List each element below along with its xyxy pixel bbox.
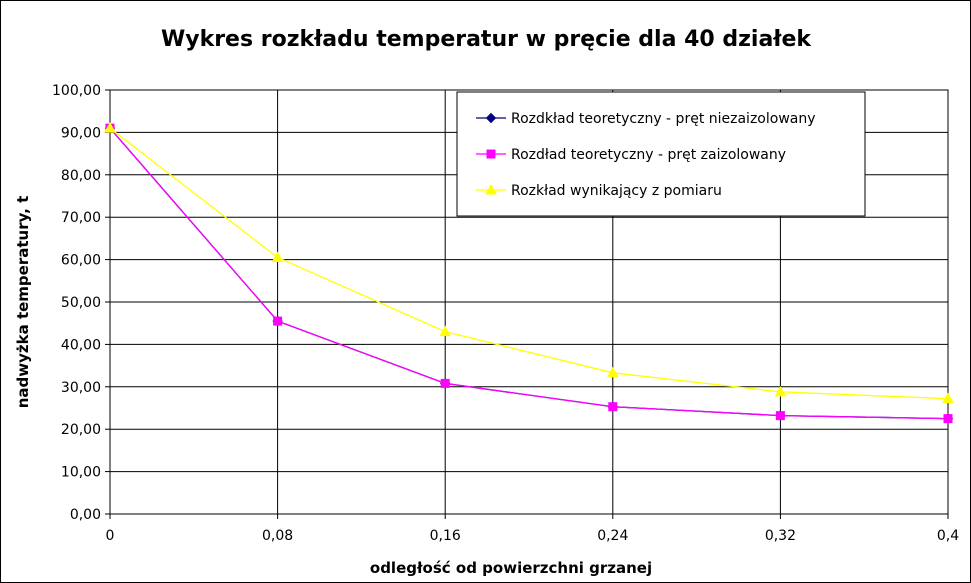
series-2-point <box>943 414 953 424</box>
x-axis-label: odległość od powierzchni grzanej <box>370 559 652 577</box>
x-tick-label: 0,16 <box>430 528 461 544</box>
legend-label-3: Rozkład wynikający z pomiaru <box>511 183 722 199</box>
chart-title: Wykres rozkładu temperatur w pręcie dla … <box>161 27 812 52</box>
series-3-point <box>942 392 954 404</box>
legend-marker-1 <box>485 112 497 124</box>
series-2-point <box>608 402 618 412</box>
series-2-point <box>273 316 283 326</box>
series-2-point <box>440 378 450 388</box>
series-line-3 <box>109 127 949 400</box>
y-tick-label: 20,00 <box>61 422 101 438</box>
y-tick-label: 40,00 <box>61 337 101 353</box>
series-3-point <box>439 325 452 337</box>
series-line-2 <box>109 127 949 420</box>
legend-box <box>456 91 866 217</box>
y-tick-label: 50,00 <box>61 295 101 311</box>
x-tick-label: 0,08 <box>262 528 293 544</box>
y-tick-label: 10,00 <box>61 465 101 481</box>
x-tick-label: 0 <box>106 528 115 544</box>
y-tick-label: 0,00 <box>70 507 101 523</box>
y-tick-label: 60,00 <box>61 253 101 269</box>
y-tick-label: 90,00 <box>61 125 101 141</box>
y-tick-label: 100,00 <box>52 83 101 99</box>
y-tick-label: 70,00 <box>61 210 101 226</box>
series-2-point <box>775 411 785 421</box>
y-tick-label: 30,00 <box>61 380 101 396</box>
y-axis-label: nadwyżka temperatury, t <box>14 196 32 409</box>
legend: Rozdkład teoretyczny - pręt niezaizolowa… <box>456 91 866 217</box>
series-3-point <box>104 122 116 133</box>
legend-marker-2 <box>486 149 496 159</box>
legend-label-1: Rozdkład teoretyczny - pręt niezaizolowa… <box>511 111 816 127</box>
plot-border <box>109 89 949 515</box>
legend-label-2: Rozdład teoretyczny - pręt zaizolowany <box>511 147 786 163</box>
x-tick-label: 0,32 <box>765 528 796 544</box>
series-3-point <box>606 366 619 378</box>
x-tick-label: 0,4 <box>937 528 959 544</box>
series-3-point <box>271 251 284 262</box>
legend-marker-3 <box>485 183 497 195</box>
series-3-point <box>774 385 787 397</box>
x-tick-label: 0,24 <box>597 528 628 544</box>
y-tick-label: 80,00 <box>61 168 101 184</box>
